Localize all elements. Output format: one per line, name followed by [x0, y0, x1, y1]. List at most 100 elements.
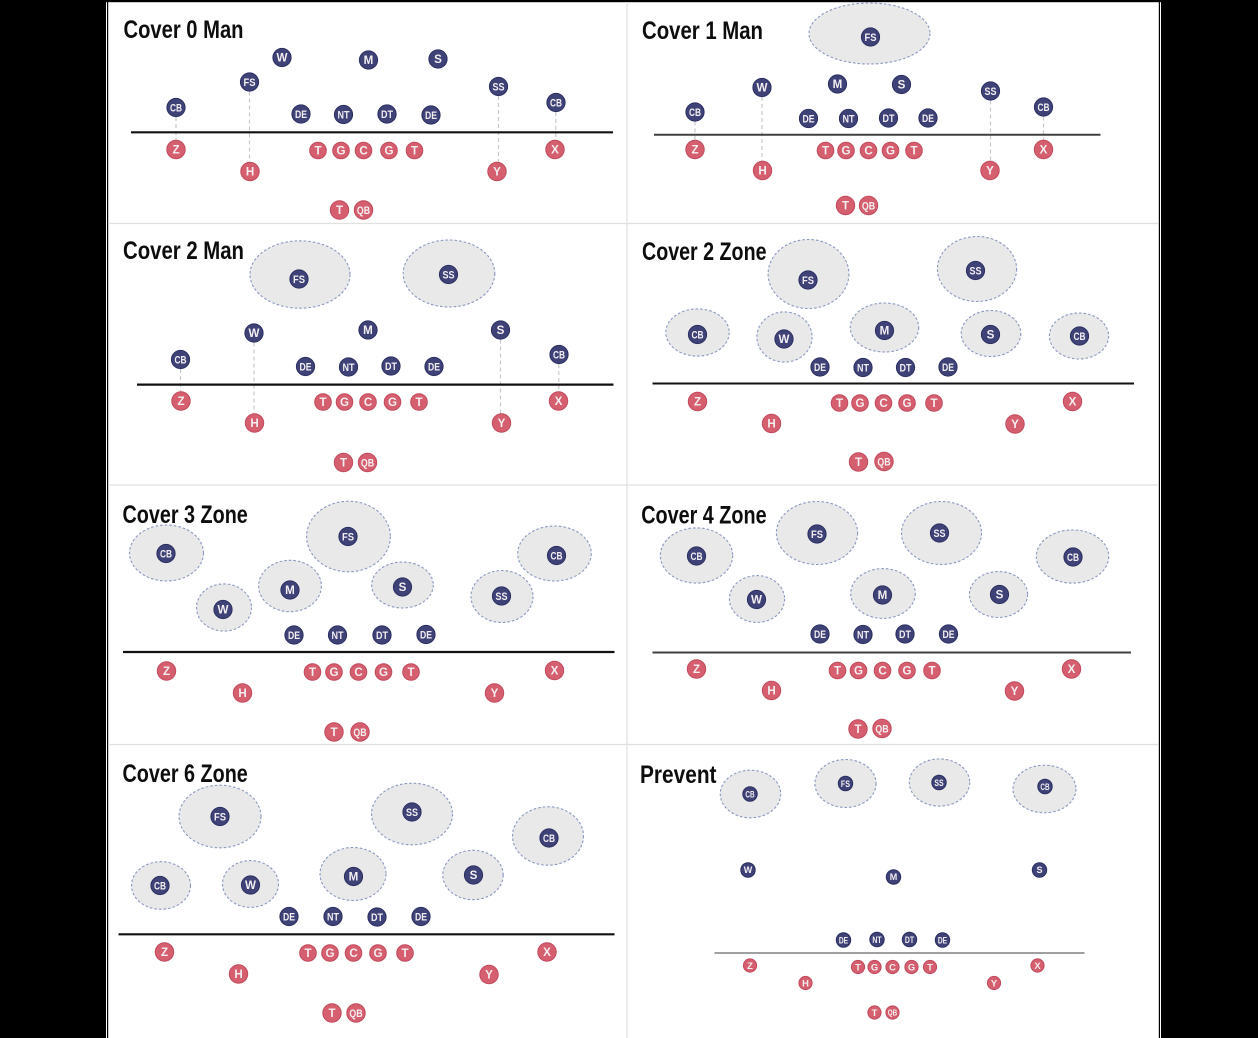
- svg-text:M: M: [363, 324, 373, 337]
- svg-text:DE: DE: [814, 362, 826, 374]
- svg-text:T: T: [928, 665, 935, 678]
- svg-text:W: W: [249, 327, 260, 340]
- svg-text:C: C: [878, 665, 887, 678]
- svg-text:G: G: [855, 397, 864, 410]
- svg-text:SS: SS: [443, 269, 455, 281]
- svg-text:CB: CB: [170, 102, 182, 114]
- svg-text:SS: SS: [496, 591, 508, 603]
- svg-text:FS: FS: [865, 32, 877, 44]
- svg-text:CB: CB: [1038, 102, 1050, 114]
- svg-text:Z: Z: [172, 144, 179, 157]
- svg-text:S: S: [399, 581, 407, 594]
- svg-text:CB: CB: [692, 329, 704, 341]
- svg-text:X: X: [1034, 960, 1041, 971]
- svg-text:Y: Y: [493, 166, 501, 179]
- svg-text:DE: DE: [425, 110, 437, 122]
- svg-text:G: G: [384, 145, 393, 158]
- svg-text:W: W: [277, 52, 288, 65]
- svg-text:Y: Y: [491, 687, 499, 700]
- svg-text:Y: Y: [991, 977, 998, 988]
- svg-text:G: G: [325, 947, 334, 960]
- svg-text:M: M: [890, 872, 898, 882]
- svg-text:G: G: [886, 145, 895, 158]
- svg-text:X: X: [555, 395, 563, 408]
- svg-text:S: S: [898, 79, 906, 92]
- svg-text:C: C: [364, 396, 373, 409]
- svg-text:DE: DE: [428, 361, 440, 373]
- svg-text:X: X: [1068, 663, 1076, 676]
- svg-text:Y: Y: [1011, 418, 1019, 431]
- svg-text:DE: DE: [803, 113, 815, 125]
- svg-text:CB: CB: [550, 97, 562, 109]
- svg-text:DE: DE: [295, 109, 307, 121]
- svg-text:CB: CB: [691, 551, 703, 563]
- svg-text:X: X: [1069, 396, 1077, 409]
- svg-text:DE: DE: [922, 113, 934, 125]
- svg-text:DT: DT: [899, 629, 911, 641]
- svg-text:G: G: [336, 145, 345, 158]
- svg-text:T: T: [328, 1007, 335, 1020]
- svg-text:CB: CB: [154, 880, 166, 892]
- svg-text:T: T: [314, 145, 321, 158]
- svg-text:FS: FS: [811, 529, 823, 541]
- svg-text:DE: DE: [415, 911, 427, 923]
- svg-text:DT: DT: [900, 362, 912, 374]
- svg-text:C: C: [354, 666, 363, 679]
- svg-text:NT: NT: [857, 629, 869, 641]
- svg-text:Cover 2 Zone: Cover 2 Zone: [642, 238, 767, 266]
- svg-text:Cover 3 Zone: Cover 3 Zone: [123, 501, 248, 529]
- svg-text:T: T: [330, 726, 337, 739]
- svg-text:NT: NT: [327, 911, 339, 923]
- svg-text:H: H: [238, 687, 246, 700]
- svg-text:SS: SS: [934, 528, 946, 540]
- svg-text:T: T: [927, 961, 933, 972]
- svg-text:T: T: [854, 723, 861, 736]
- svg-text:G: G: [329, 666, 338, 679]
- svg-text:Z: Z: [747, 960, 753, 971]
- svg-text:NT: NT: [332, 630, 344, 642]
- svg-text:Prevent: Prevent: [640, 761, 717, 789]
- svg-text:H: H: [234, 968, 242, 981]
- svg-text:QB: QB: [353, 727, 366, 739]
- svg-text:QB: QB: [357, 205, 370, 217]
- svg-text:T: T: [407, 666, 414, 679]
- svg-text:SS: SS: [970, 265, 982, 277]
- svg-text:C: C: [879, 397, 888, 410]
- svg-text:DT: DT: [376, 630, 388, 642]
- svg-text:H: H: [767, 418, 775, 431]
- svg-text:G: G: [841, 145, 850, 158]
- svg-text:CB: CB: [543, 833, 555, 845]
- svg-text:W: W: [779, 333, 790, 346]
- svg-text:SS: SS: [934, 777, 943, 788]
- svg-text:X: X: [543, 946, 551, 959]
- svg-text:QB: QB: [361, 457, 374, 469]
- svg-text:CB: CB: [1074, 331, 1086, 343]
- svg-text:G: G: [373, 947, 382, 960]
- svg-text:H: H: [246, 166, 254, 179]
- svg-text:QB: QB: [877, 456, 890, 468]
- svg-text:G: G: [902, 665, 911, 678]
- svg-text:CB: CB: [175, 354, 187, 366]
- svg-text:H: H: [767, 685, 775, 698]
- svg-text:DT: DT: [371, 912, 383, 924]
- svg-text:DE: DE: [288, 630, 300, 642]
- svg-text:Cover 6 Zone: Cover 6 Zone: [123, 760, 248, 788]
- svg-text:W: W: [245, 879, 256, 892]
- svg-text:DE: DE: [943, 629, 955, 641]
- svg-text:X: X: [1040, 144, 1048, 157]
- svg-text:C: C: [359, 145, 368, 158]
- svg-text:M: M: [349, 871, 359, 884]
- svg-text:C: C: [889, 961, 896, 972]
- svg-text:QB: QB: [349, 1008, 362, 1020]
- svg-text:T: T: [401, 947, 408, 960]
- svg-text:S: S: [987, 329, 995, 342]
- svg-text:W: W: [757, 82, 768, 95]
- svg-text:T: T: [309, 666, 316, 679]
- svg-text:DE: DE: [283, 911, 295, 923]
- svg-text:NT: NT: [338, 109, 350, 121]
- svg-text:T: T: [319, 396, 326, 409]
- svg-text:T: T: [834, 665, 841, 678]
- svg-text:CB: CB: [160, 548, 172, 560]
- svg-text:FS: FS: [342, 531, 354, 543]
- svg-text:T: T: [411, 145, 418, 158]
